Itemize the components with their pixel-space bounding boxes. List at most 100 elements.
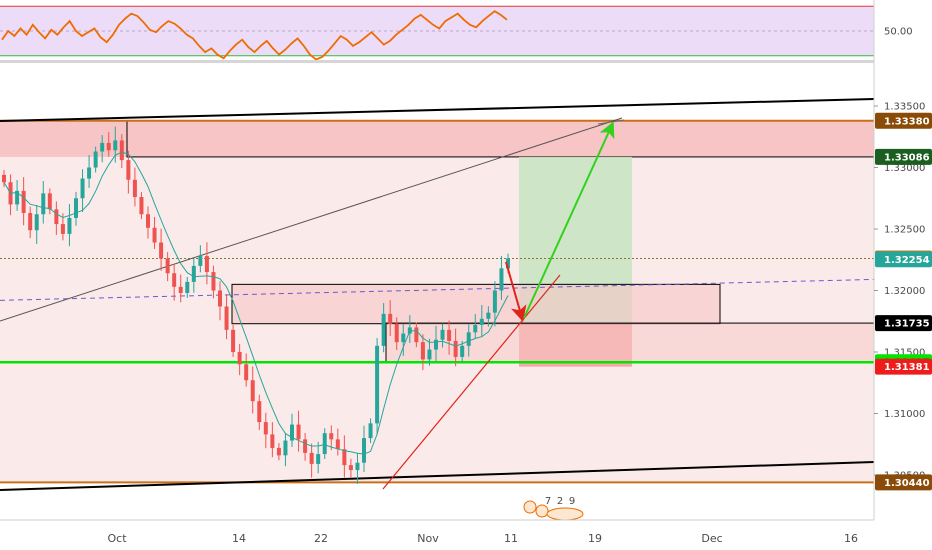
candle-body[interactable] (178, 286, 183, 293)
candle-body[interactable] (250, 380, 255, 402)
candle-body[interactable] (270, 434, 275, 448)
candle-body[interactable] (244, 364, 249, 381)
candle-body[interactable] (394, 323, 399, 343)
demand-box-upper[interactable] (231, 283, 721, 325)
event-flag-icon[interactable] (523, 500, 537, 514)
candle-body[interactable] (355, 462, 360, 471)
candle-body[interactable] (211, 272, 216, 291)
price-badge[interactable]: 1.30440 (875, 474, 932, 491)
candle-body[interactable] (106, 142, 111, 151)
candle-body[interactable] (466, 332, 471, 346)
candle-body[interactable] (388, 313, 393, 324)
candle-body[interactable] (473, 324, 478, 333)
moving-average-line (3, 151, 509, 455)
candle-body[interactable] (224, 306, 229, 330)
candle-body[interactable] (237, 352, 242, 365)
candle-body[interactable] (93, 151, 98, 168)
candle-body[interactable] (440, 329, 445, 340)
candle-body[interactable] (362, 438, 366, 463)
candle-body[interactable] (303, 439, 308, 453)
price-badge[interactable]: 1.32254 (875, 251, 932, 268)
candle-body[interactable] (309, 452, 314, 464)
event-flag-icon[interactable] (535, 504, 549, 518)
candle-body[interactable] (28, 213, 33, 231)
candle-body[interactable] (290, 424, 294, 441)
price-badge[interactable]: 1.31381 (875, 358, 932, 375)
price-badge[interactable]: 1.33380 (875, 112, 932, 129)
candle-body[interactable] (231, 329, 236, 352)
candle-body[interactable] (427, 349, 432, 360)
diagonal-trendline[interactable] (0, 117, 623, 322)
candle-body[interactable] (132, 179, 137, 198)
candle-body[interactable] (204, 256, 209, 273)
candle-body[interactable] (139, 197, 144, 215)
candle-body[interactable] (60, 224, 65, 234)
candle-body[interactable] (316, 454, 321, 464)
candle-body[interactable] (447, 329, 452, 341)
candle-body[interactable] (322, 433, 327, 455)
candle-body[interactable] (342, 449, 347, 466)
candle-body[interactable] (113, 140, 118, 151)
price-badge[interactable]: 1.33086 (875, 148, 932, 165)
candle-body[interactable] (100, 142, 105, 152)
candle-body[interactable] (296, 424, 301, 440)
candle-body[interactable] (67, 217, 72, 234)
candle-body[interactable] (368, 423, 373, 439)
candle-body[interactable] (2, 174, 6, 183)
candle-body[interactable] (126, 160, 131, 180)
candle-body[interactable] (283, 440, 288, 456)
candle-body[interactable] (420, 342, 425, 360)
candle-body[interactable] (54, 209, 59, 225)
time-tick-label: 22 (314, 532, 328, 545)
candle-body[interactable] (492, 290, 497, 313)
candle-body[interactable] (329, 433, 334, 440)
event-group-icon[interactable] (546, 507, 584, 521)
candle-body[interactable] (74, 198, 78, 218)
candle-body[interactable] (41, 193, 46, 215)
candle-body[interactable] (172, 273, 177, 287)
candle-body[interactable] (375, 345, 380, 424)
rising-trendline[interactable] (382, 274, 561, 490)
dashed-trendline[interactable] (0, 278, 875, 301)
candle-body[interactable] (80, 178, 85, 199)
candle-body[interactable] (479, 318, 484, 325)
candle-body[interactable] (276, 447, 281, 456)
candle-body[interactable] (434, 339, 438, 350)
candle-body[interactable] (407, 327, 412, 334)
candle-body[interactable] (191, 265, 196, 282)
channel-lower-line[interactable] (0, 461, 875, 491)
candle-body[interactable] (185, 281, 190, 293)
candle-body[interactable] (453, 340, 458, 357)
candle-body[interactable] (506, 258, 510, 269)
candle-body[interactable] (335, 439, 340, 450)
candle-body[interactable] (414, 327, 419, 343)
candle-body[interactable] (218, 290, 222, 307)
candle-body[interactable] (198, 256, 203, 266)
channel-upper-line[interactable] (0, 98, 875, 122)
candle-body[interactable] (146, 214, 150, 228)
candle-body[interactable] (257, 401, 262, 423)
candle-body[interactable] (165, 258, 170, 274)
candle-body[interactable] (159, 242, 164, 259)
candle-body[interactable] (499, 268, 504, 291)
candle-body[interactable] (15, 190, 20, 205)
down-arrow[interactable] (505, 261, 527, 322)
up-arrow[interactable] (523, 121, 615, 319)
price-badge[interactable]: 1.31735 (875, 315, 932, 332)
candle-body[interactable] (119, 140, 124, 161)
pane-separator[interactable] (0, 60, 932, 63)
candle-body[interactable] (152, 227, 157, 243)
candle-body[interactable] (486, 312, 491, 319)
candle-body[interactable] (47, 193, 52, 210)
candle-body[interactable] (87, 167, 92, 179)
candle-body[interactable] (263, 422, 268, 435)
candle-body[interactable] (401, 333, 406, 343)
demand-box-lower[interactable] (385, 322, 875, 363)
candle-body[interactable] (381, 313, 386, 346)
candle-body[interactable] (34, 214, 39, 231)
candle-body[interactable] (348, 465, 353, 471)
candle-body[interactable] (460, 345, 465, 357)
candle-body[interactable] (21, 190, 26, 214)
